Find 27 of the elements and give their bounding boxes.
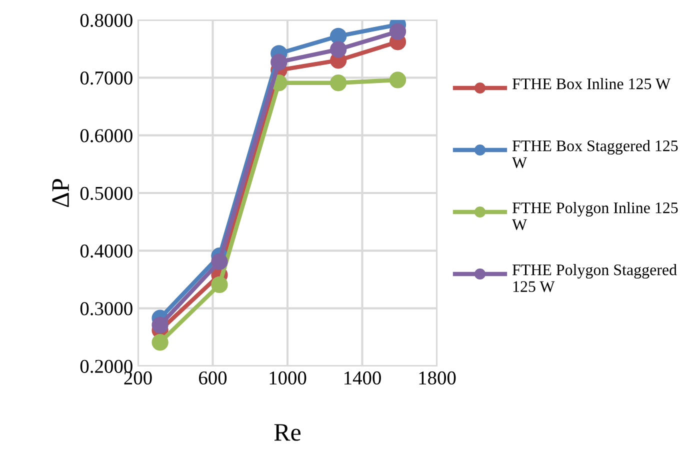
- y-tick-label: 0.6000: [80, 129, 132, 142]
- x-tick-label: 1000: [270, 371, 306, 385]
- point: [389, 72, 406, 88]
- point: [211, 253, 228, 270]
- point: [152, 334, 168, 351]
- y-tick-label: 0.2000: [80, 360, 132, 374]
- legend-label: FTHE Polygon Inline 125 W: [512, 202, 678, 230]
- y-tick-label: 0.3000: [80, 302, 132, 316]
- legend-label: FTHE Polygon Staggered 125 W: [512, 264, 677, 292]
- point: [211, 276, 228, 294]
- x-tick-label: 200: [124, 371, 152, 385]
- point: [389, 23, 406, 40]
- point: [270, 54, 288, 70]
- y-tick-label: 0.4000: [80, 244, 132, 258]
- x-axis-title: Re: [274, 424, 301, 441]
- y-axis-title: ΔP: [52, 179, 69, 208]
- point: [152, 316, 168, 334]
- legend-label: FTHE Box Inline 125 W: [512, 78, 671, 90]
- legend-label: FTHE Box Staggered 125 W: [512, 140, 678, 168]
- y-tick-label: 0.8000: [80, 14, 132, 28]
- x-tick-label: 1400: [344, 371, 381, 385]
- y-tick-label: 0.7000: [80, 71, 132, 85]
- x-tick-label: 600: [199, 371, 227, 385]
- y-tick-label: 0.5000: [80, 186, 132, 200]
- point: [330, 74, 347, 92]
- point: [330, 41, 347, 58]
- x-tick-label: 1800: [419, 371, 456, 385]
